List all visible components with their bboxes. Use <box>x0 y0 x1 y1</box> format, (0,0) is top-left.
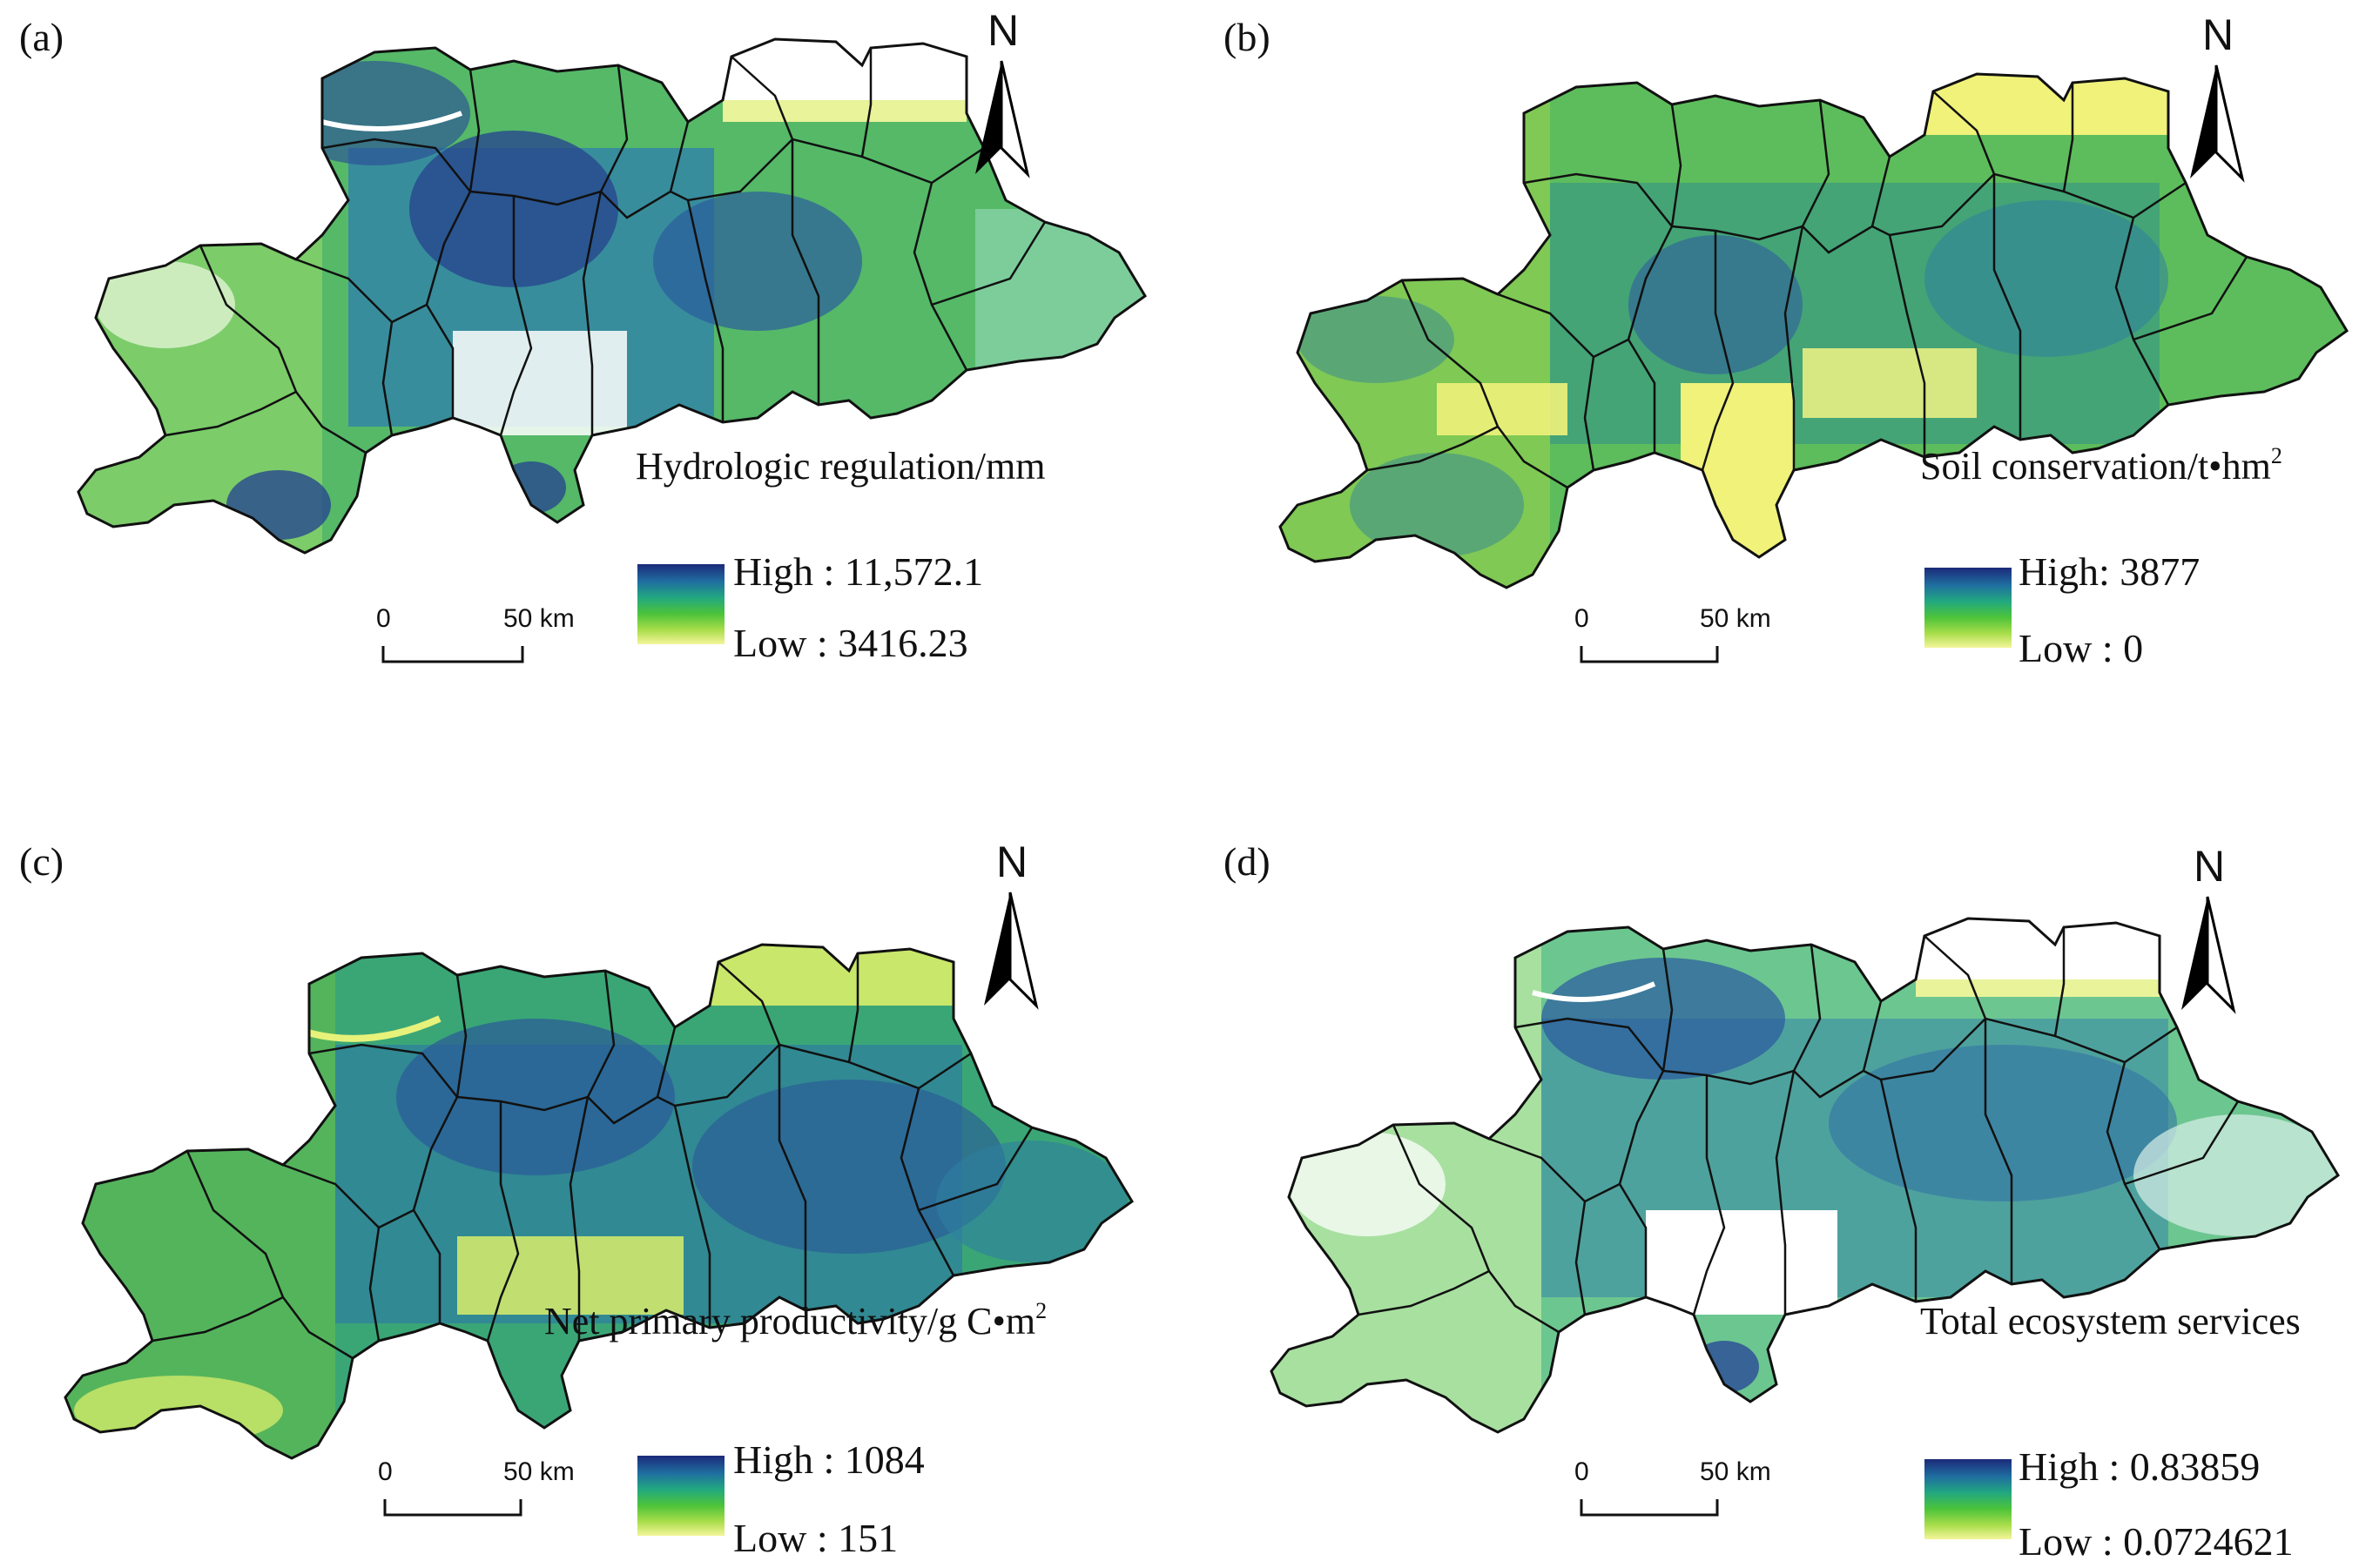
map-title: Net primary productivity/g C•m2 <box>544 1298 1047 1343</box>
scale-bar: 0 50 km <box>378 1457 575 1517</box>
map-title: Total ecosystem services <box>1920 1300 2301 1343</box>
panel-c: (c) N Net primary producti <box>19 838 1134 1560</box>
north-arrow: N <box>2181 842 2236 1014</box>
north-arrow: N <box>2190 10 2245 183</box>
legend-ramp <box>637 564 725 644</box>
legend-ramp <box>1924 1459 2012 1539</box>
north-arrow: N <box>975 6 1030 178</box>
north-arrow-icon <box>975 61 1001 174</box>
legend: High : 11,572.1 Low : 3416.23 <box>637 549 983 665</box>
north-label: N <box>996 838 1028 886</box>
scale-distance: 50 km <box>1700 604 1771 633</box>
north-label: N <box>2202 10 2234 59</box>
legend-high: High : 0.83859 <box>2019 1444 2260 1489</box>
legend-low: Low : 0.0724621 <box>2019 1519 2294 1564</box>
map-title: Hydrologic regulation/mm <box>636 445 1045 488</box>
legend: High : 0.83859 Low : 0.0724621 <box>1924 1444 2294 1564</box>
map-raster <box>1278 72 2349 589</box>
legend: High : 1084 Low : 151 <box>637 1437 925 1560</box>
scale-bar: 0 50 km <box>376 604 575 663</box>
north-arrow-icon <box>2190 65 2216 178</box>
legend-ramp <box>637 1456 725 1536</box>
legend-low: Low : 0 <box>2019 626 2143 670</box>
legend-low: Low : 3416.23 <box>733 621 968 665</box>
scale-zero: 0 <box>1574 1457 1589 1486</box>
legend-ramp <box>1924 568 2012 648</box>
scale-distance: 50 km <box>1700 1457 1771 1486</box>
map-raster <box>1270 917 2340 1434</box>
north-label: N <box>987 6 1019 55</box>
north-arrow-icon <box>984 892 1010 1006</box>
scale-zero: 0 <box>1574 604 1589 633</box>
panel-label: (a) <box>19 15 64 59</box>
panel-a: (a) N <box>19 6 1147 665</box>
scale-bar: 0 50 km <box>1574 1457 1771 1517</box>
panel-label: (d) <box>1223 839 1270 884</box>
scale-zero: 0 <box>378 1457 393 1486</box>
legend-high: High : 1084 <box>733 1437 925 1482</box>
panel-label: (c) <box>19 839 64 884</box>
scale-bar: 0 50 km <box>1574 604 1771 663</box>
scale-zero: 0 <box>376 604 391 633</box>
legend-high: High: 3877 <box>2019 549 2200 594</box>
panel-d: (d) N To <box>1223 839 2340 1564</box>
north-label: N <box>2194 842 2225 891</box>
map-raster <box>64 943 1134 1460</box>
north-arrow-icon <box>2181 897 2207 1010</box>
scale-distance: 50 km <box>503 604 575 633</box>
legend-high: High : 11,572.1 <box>733 549 983 594</box>
panel-b: (b) N Soil conservation/t• <box>1223 10 2349 670</box>
panel-label: (b) <box>1223 15 1270 59</box>
north-arrow: N <box>984 838 1039 1010</box>
legend: High: 3877 Low : 0 <box>1924 549 2200 670</box>
scale-distance: 50 km <box>503 1457 575 1486</box>
map-title: Soil conservation/t•hm2 <box>1920 443 2282 488</box>
legend-low: Low : 151 <box>733 1516 898 1560</box>
